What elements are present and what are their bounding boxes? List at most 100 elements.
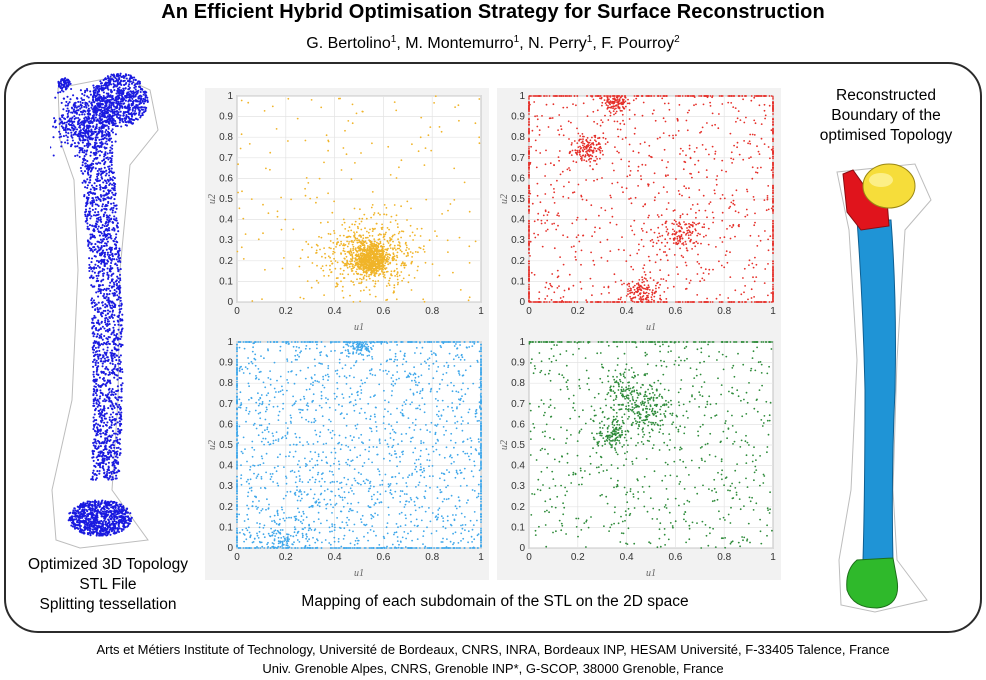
mesh-point: [98, 349, 101, 352]
mesh-point: [117, 100, 120, 104]
mesh-point: [112, 404, 115, 407]
mesh-point: [109, 88, 113, 92]
scatter-point: [447, 251, 449, 254]
mesh-point: [92, 322, 95, 325]
mesh-point: [86, 215, 89, 218]
mesh-point: [86, 117, 89, 120]
mesh-point: [107, 466, 110, 469]
mesh-point: [91, 528, 94, 531]
mesh-point: [106, 349, 109, 352]
mesh-point: [107, 277, 110, 280]
mesh-point: [93, 271, 96, 274]
mesh-point: [108, 373, 111, 376]
mesh-point: [111, 211, 114, 214]
mesh-point: [104, 510, 107, 513]
mesh-point: [100, 370, 103, 373]
scatter-point: [371, 191, 374, 193]
mesh-point: [119, 277, 122, 280]
mesh-point: [89, 93, 92, 96]
mesh-point: [106, 293, 109, 296]
scatter-point: [340, 169, 343, 171]
mesh-point: [93, 144, 96, 147]
mesh-point: [128, 83, 131, 86]
mesh-point: [65, 85, 68, 88]
mesh-point: [99, 288, 102, 291]
mesh-point: [122, 80, 125, 83]
condyle-surface: [846, 557, 899, 609]
scatter-point: [315, 279, 318, 282]
mesh-point: [105, 287, 109, 290]
mesh-point: [81, 113, 84, 116]
mesh-point: [89, 151, 93, 154]
scatter-point: [239, 147, 242, 150]
mesh-point: [69, 145, 73, 148]
mesh-point: [130, 82, 134, 85]
mesh-point: [80, 106, 83, 109]
mesh-point: [97, 274, 100, 277]
mesh-point: [106, 96, 109, 99]
mesh-point: [90, 106, 93, 109]
mesh-point: [131, 108, 134, 111]
mesh-point: [118, 82, 121, 85]
mesh-point: [108, 391, 111, 394]
mesh-point: [95, 223, 98, 226]
mesh-point: [54, 119, 57, 122]
scatter-point: [363, 246, 365, 249]
scatter-point: [368, 277, 371, 280]
mesh-point: [65, 121, 68, 124]
mesh-point: [118, 359, 121, 362]
mesh-point: [84, 120, 87, 123]
mesh-point: [116, 503, 119, 507]
scatter-point: [371, 230, 374, 233]
mesh-point: [100, 246, 103, 249]
mesh-point: [53, 121, 56, 124]
mesh-point: [121, 382, 124, 385]
mesh-point: [110, 248, 113, 251]
mesh-point: [97, 295, 100, 298]
mesh-point: [100, 532, 104, 535]
mesh-point: [114, 419, 117, 422]
mesh-point: [138, 80, 141, 83]
mesh-point: [131, 100, 134, 103]
mesh-point: [87, 227, 90, 230]
scatter-point: [339, 273, 342, 275]
mesh-point: [105, 509, 109, 512]
mesh-point: [104, 198, 107, 201]
scatter-point: [336, 283, 339, 286]
mesh-point: [109, 258, 112, 261]
mesh-point: [107, 380, 110, 383]
scatter-point: [350, 258, 353, 261]
scatter-point: [355, 231, 358, 234]
mesh-point: [92, 469, 95, 472]
mesh-point: [73, 527, 77, 530]
scatter-point: [422, 298, 425, 301]
mesh-point: [107, 79, 110, 82]
scatter-point: [330, 247, 332, 250]
mesh-point: [105, 529, 108, 532]
mesh-point: [104, 235, 107, 239]
mesh-point: [136, 118, 139, 121]
mesh-point: [109, 146, 112, 149]
mesh-point: [91, 500, 94, 503]
mesh-point: [117, 362, 120, 365]
mesh-point: [108, 471, 111, 474]
mesh-point: [93, 255, 96, 258]
mesh-point: [103, 334, 106, 338]
scatter-point: [353, 223, 356, 226]
scatter-point: [364, 248, 367, 251]
mesh-point: [116, 222, 119, 225]
mesh-point: [84, 526, 87, 529]
mesh-point: [91, 208, 94, 211]
mesh-point: [84, 130, 88, 134]
mesh-point: [115, 282, 119, 285]
scatter-point: [347, 273, 350, 276]
mesh-point: [95, 109, 98, 112]
mesh-point: [93, 130, 96, 133]
mesh-point: [107, 216, 111, 219]
scatter-point: [315, 252, 317, 254]
mesh-point: [120, 411, 123, 414]
mesh-point: [122, 525, 125, 528]
mesh-point: [114, 455, 117, 458]
mesh-point: [96, 145, 99, 148]
mesh-point: [95, 434, 98, 437]
